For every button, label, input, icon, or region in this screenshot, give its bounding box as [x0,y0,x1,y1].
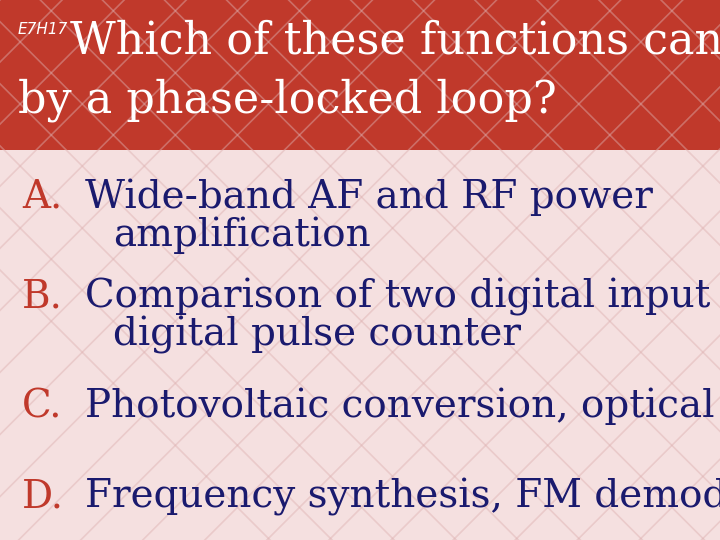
Text: Wide-band AF and RF power: Wide-band AF and RF power [85,178,653,215]
Text: A.: A. [22,178,62,215]
Text: Which of these functions can be performed: Which of these functions can be performe… [70,20,720,63]
Text: by a phase-locked loop?: by a phase-locked loop? [18,78,557,122]
Text: Comparison of two digital input signals,: Comparison of two digital input signals, [85,278,720,316]
Text: amplification: amplification [113,216,371,253]
Text: B.: B. [22,278,63,315]
Text: C.: C. [22,388,63,425]
Text: E7H17: E7H17 [18,22,68,37]
Text: Photovoltaic conversion, optical coupling: Photovoltaic conversion, optical couplin… [85,388,720,426]
Text: digital pulse counter: digital pulse counter [113,316,521,354]
Text: D.: D. [22,478,64,515]
Bar [0,0,720,150]
Text: Frequency synthesis, FM demodulation: Frequency synthesis, FM demodulation [85,478,720,516]
